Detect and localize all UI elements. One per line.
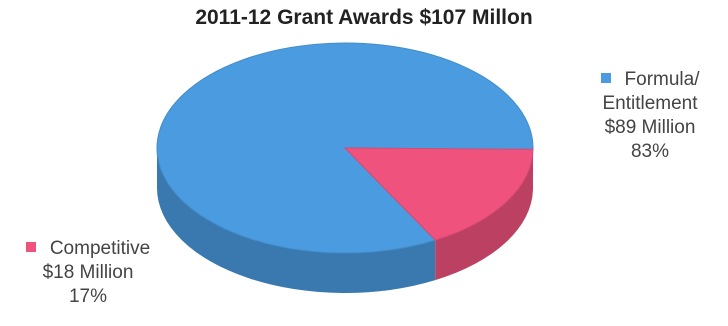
legend-swatch-formula — [600, 73, 611, 83]
legend-amount-competitive: $18 Million — [42, 262, 134, 283]
pie-side-formula — [157, 148, 436, 293]
legend-formula-entitlement: Formula/ Entitlement $89 Million 83% — [570, 68, 728, 164]
pie-slice-competitive — [343, 147, 534, 241]
legend-competitive: Competitive $18 Million 17% — [0, 237, 176, 309]
chart-title: 2011-12 Grant Awards $107 Millon — [195, 6, 533, 29]
legend-label-formula-line2: Entitlement — [602, 93, 698, 114]
legend-label-formula-line1: Formula/ — [624, 69, 700, 90]
legend-percent-formula: 83% — [630, 141, 670, 162]
pie-side-competitive — [435, 149, 533, 281]
legend-percent-competitive: 17% — [68, 286, 108, 307]
legend-label-competitive: Competitive — [49, 238, 151, 259]
legend-amount-formula: $89 Million — [604, 117, 696, 138]
legend-swatch-competitive — [25, 242, 36, 252]
